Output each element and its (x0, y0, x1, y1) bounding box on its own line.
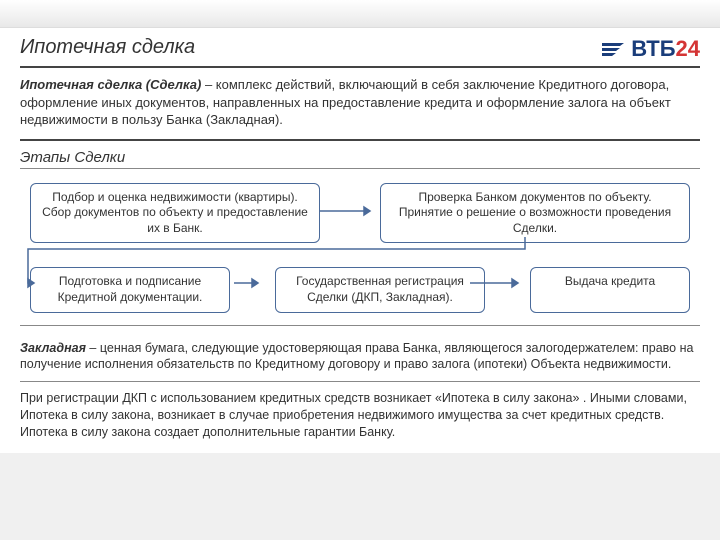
section-divider-2 (20, 325, 700, 326)
bank-logo: ВТБ24 (600, 36, 700, 62)
title-row: Ипотечная сделка ВТБ24 (20, 36, 700, 62)
flow-box-1: Подбор и оценка недвижимости (квартиры).… (30, 183, 320, 244)
footnote-1-term: Закладная (20, 341, 86, 355)
footnote-1-body: – ценная бумага, следующие удостоверяюща… (20, 341, 693, 372)
flow-box-4: Государственная регистрация Сделки (ДКП,… (275, 267, 485, 312)
section-divider-1 (20, 139, 700, 141)
stages-subtitle: Этапы Сделки (20, 149, 700, 166)
subtitle-block: Этапы Сделки (20, 149, 700, 169)
flow-row-1: Подбор и оценка недвижимости (квартиры).… (20, 183, 700, 244)
definition-paragraph: Ипотечная сделка (Сделка) – комплекс дей… (20, 76, 700, 129)
logo-text: ВТБ24 (631, 36, 700, 62)
flow-box-2: Проверка Банком документов по объекту. П… (380, 183, 690, 244)
flow-row-2: Подготовка и подписание Кредитной докуме… (20, 267, 700, 312)
title-divider (20, 66, 700, 68)
logo-brand: ВТБ (631, 36, 675, 61)
slide-content: Ипотечная сделка ВТБ24 Ипотечная сделка … (0, 28, 720, 453)
window-header-bar (0, 0, 720, 28)
definition-term: Ипотечная сделка (Сделка) (20, 77, 201, 92)
section-divider-3 (20, 381, 700, 382)
page-title: Ипотечная сделка (20, 36, 195, 59)
footnote-2: При регистрации ДКП с использованием кре… (20, 390, 700, 441)
flow-box-3: Подготовка и подписание Кредитной докуме… (30, 267, 230, 312)
flowchart: Подбор и оценка недвижимости (квартиры).… (20, 183, 700, 313)
flow-box-5: Выдача кредита (530, 267, 690, 312)
logo-suffix: 24 (676, 36, 700, 61)
logo-wing-icon (600, 39, 626, 59)
footnote-1: Закладная – ценная бумага, следующие удо… (20, 340, 700, 374)
subtitle-divider (20, 168, 700, 169)
